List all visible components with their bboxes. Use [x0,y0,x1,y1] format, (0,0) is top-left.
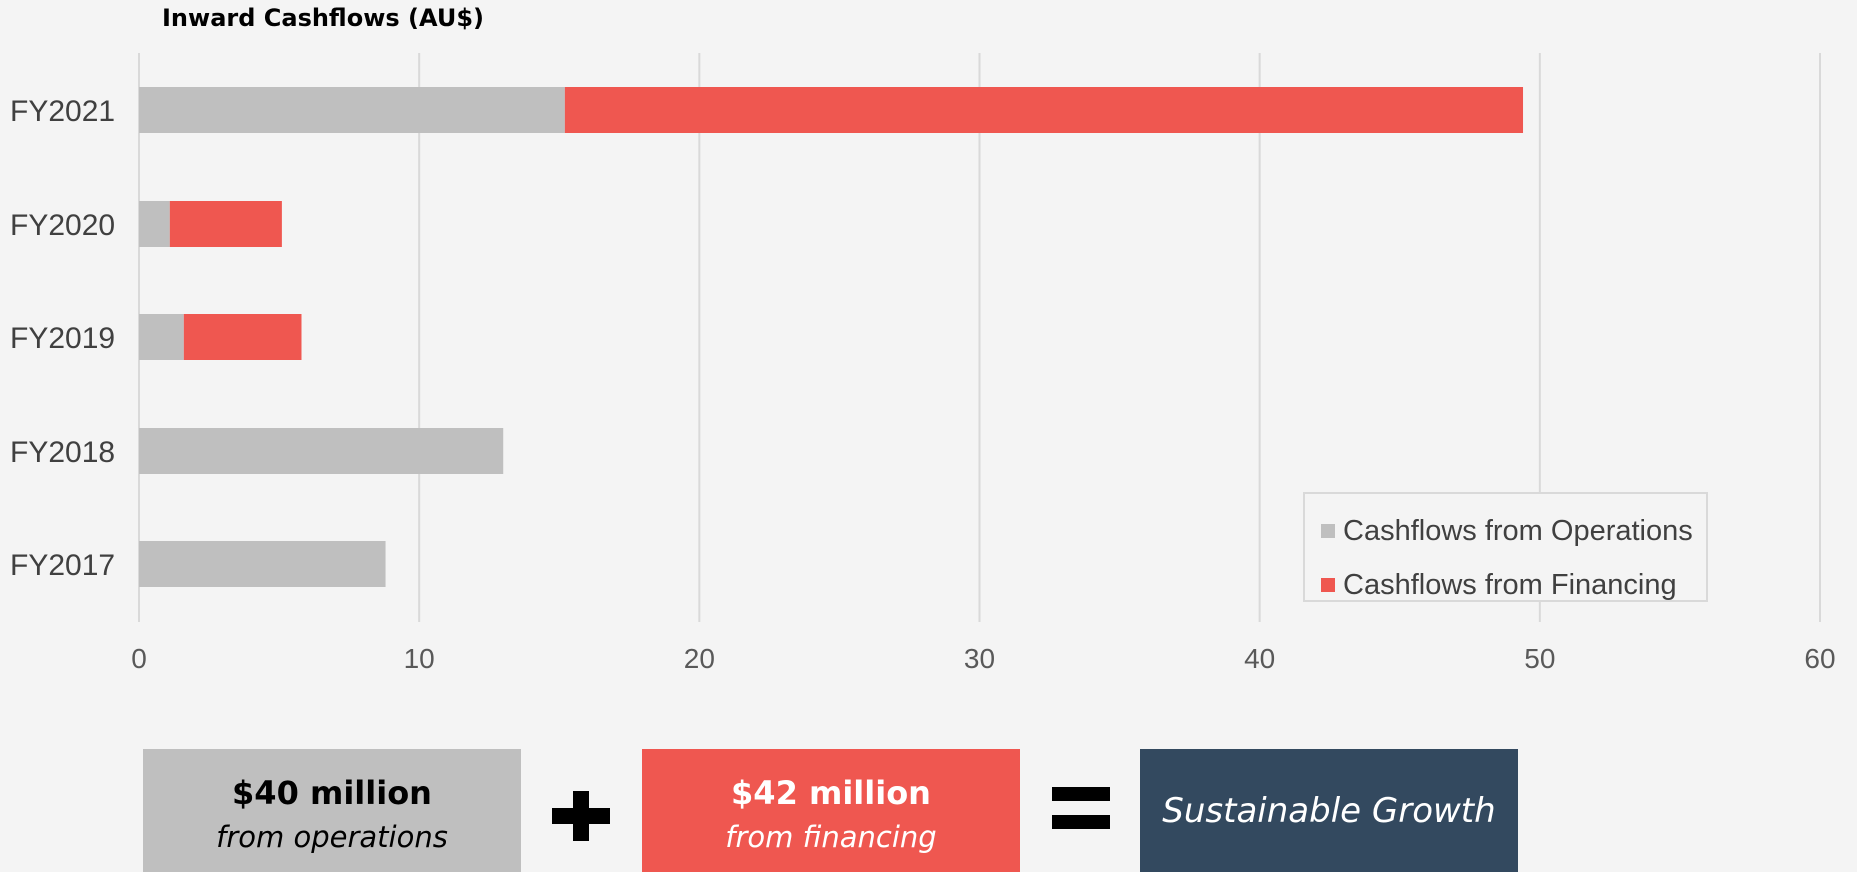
category-label: FY2017 [10,549,115,582]
chart-legend: Cashflows from Operations Cashflows from… [1303,492,1708,602]
equals-icon [1052,787,1110,833]
x-tick-label: 10 [404,643,435,674]
bar-financing [183,314,302,360]
financing-summary-box: $42 million from financing [642,749,1020,872]
financing-amount: $42 million [731,773,931,812]
category-label: FY2021 [10,95,115,128]
legend-swatch-financing [1321,578,1335,592]
bar-financing [169,201,282,247]
legend-label-financing: Cashflows from Financing [1343,568,1677,601]
operations-subtitle: from operations [216,819,448,854]
bar-financing [564,87,1524,133]
legend-swatch-operations [1321,524,1335,538]
bar-operations [139,541,386,587]
bar-operations [139,428,504,474]
x-tick-label: 40 [1244,643,1275,674]
growth-label: Sustainable Growth [1162,790,1496,831]
legend-item-operations: Cashflows from Operations [1321,504,1706,558]
legend-item-financing: Cashflows from Financing [1321,558,1706,612]
operations-amount: $40 million [232,773,432,812]
plus-icon [552,791,610,841]
category-label: FY2020 [10,209,115,242]
chart-title: Inward Cashflows (AU$) [162,4,484,32]
bar-operations [139,201,170,247]
x-tick-label: 20 [684,643,715,674]
operations-summary-box: $40 million from operations [143,749,521,872]
x-tick-label: 50 [1524,643,1555,674]
bar-operations [139,314,184,360]
x-tick-label: 60 [1804,643,1835,674]
growth-summary-box: Sustainable Growth [1140,749,1518,872]
legend-label-operations: Cashflows from Operations [1343,514,1693,547]
x-tick-label: 30 [964,643,995,674]
category-label: FY2018 [10,436,115,469]
category-label: FY2019 [10,322,115,355]
financing-subtitle: from financing [725,819,937,854]
bar-chart: 0 10 20 30 40 50 60 FY2021 FY2020 FY2019 FY2018 FY2… [10,53,1836,674]
x-tick-label: 0 [131,643,147,674]
bar-operations [139,87,565,133]
